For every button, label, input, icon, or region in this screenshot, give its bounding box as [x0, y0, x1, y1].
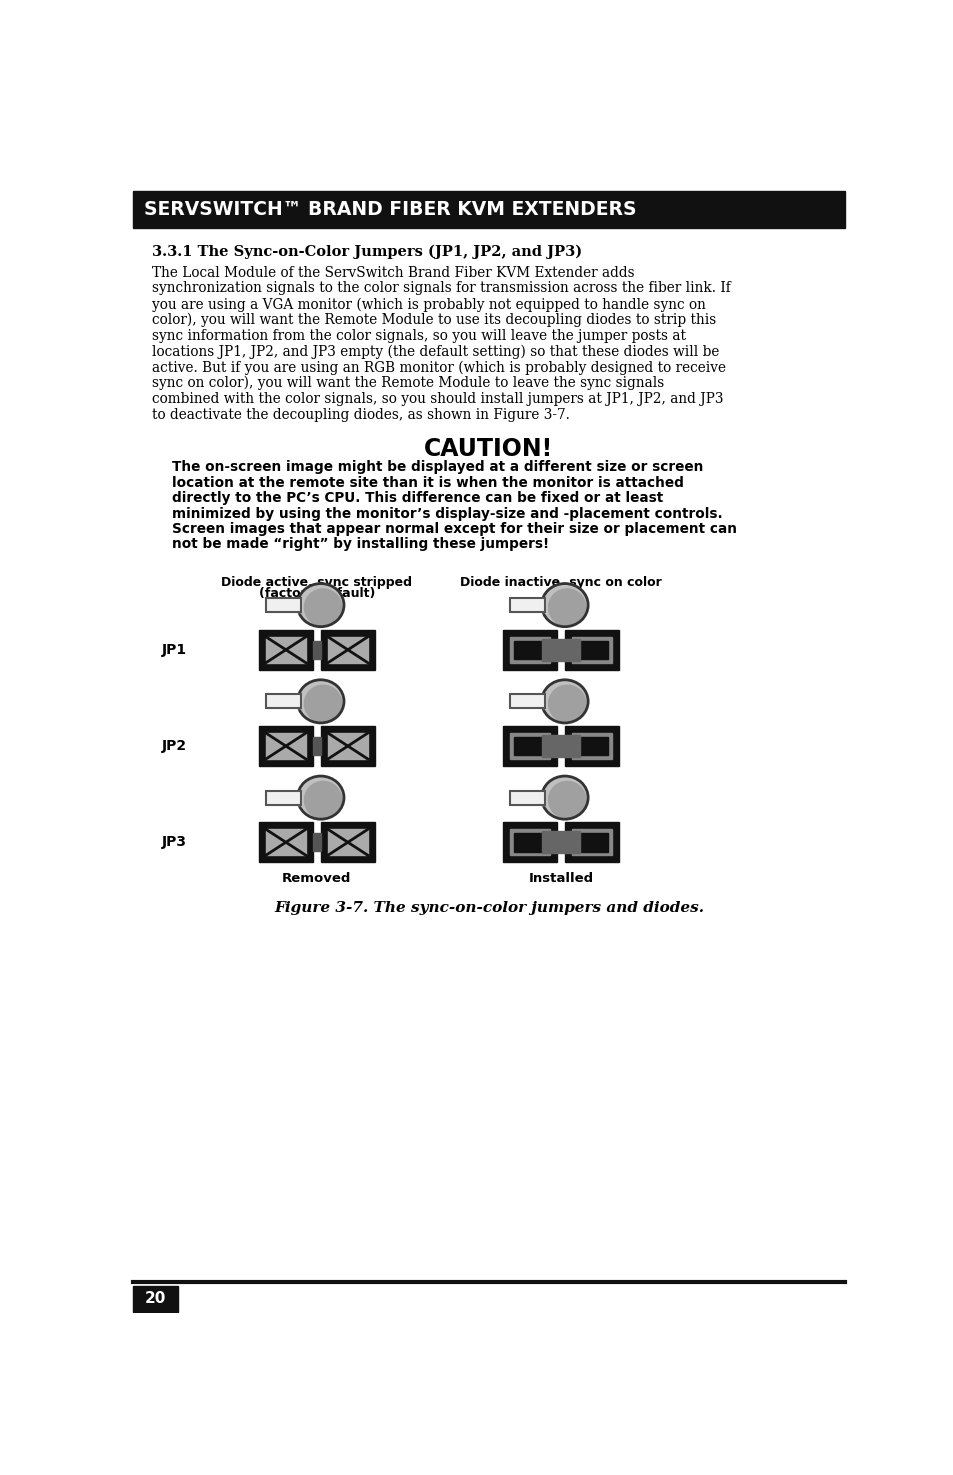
Bar — [328, 829, 368, 855]
Bar — [509, 733, 550, 760]
Bar — [266, 829, 306, 855]
Bar — [571, 829, 612, 855]
Bar — [320, 630, 375, 670]
Text: you are using a VGA monitor (which is probably not equipped to handle sync on: you are using a VGA monitor (which is pr… — [152, 296, 705, 311]
Bar — [266, 637, 306, 662]
Bar — [258, 726, 313, 766]
Text: not be made “right” by installing these jumpers!: not be made “right” by installing these … — [172, 537, 549, 552]
Bar — [513, 833, 546, 851]
Bar — [502, 822, 557, 863]
Bar — [328, 733, 368, 760]
Bar — [575, 640, 608, 659]
Bar — [564, 726, 618, 766]
Ellipse shape — [541, 776, 587, 819]
Text: synchronization signals to the color signals for transmission across the fiber l: synchronization signals to the color sig… — [152, 282, 730, 295]
Bar — [313, 833, 320, 851]
Text: to deactivate the decoupling diodes, as shown in Figure 3-7.: to deactivate the decoupling diodes, as … — [152, 407, 569, 422]
Bar — [541, 832, 579, 854]
Bar — [320, 726, 375, 766]
Bar — [509, 695, 544, 708]
Text: sync on color), you will want the Remote Module to leave the sync signals: sync on color), you will want the Remote… — [152, 376, 663, 391]
Bar — [266, 791, 300, 804]
Bar — [571, 733, 612, 760]
Bar — [313, 640, 320, 659]
Text: CAUTION!: CAUTION! — [424, 437, 553, 462]
Bar — [502, 726, 557, 766]
Bar — [541, 735, 579, 757]
Bar — [513, 738, 546, 755]
Ellipse shape — [304, 589, 341, 625]
Bar — [509, 599, 544, 612]
Text: directly to the PC’s CPU. This difference can be fixed or at least: directly to the PC’s CPU. This differenc… — [172, 491, 662, 504]
Text: JP2: JP2 — [162, 739, 187, 754]
Text: (factory default): (factory default) — [258, 587, 375, 600]
Bar — [571, 637, 612, 662]
Bar — [313, 738, 320, 755]
Text: Figure 3-7. The sync-on-color jumpers and diodes.: Figure 3-7. The sync-on-color jumpers an… — [274, 901, 703, 914]
Text: 20: 20 — [145, 1292, 166, 1307]
Bar — [266, 695, 300, 708]
Bar — [513, 640, 546, 659]
Bar — [575, 738, 608, 755]
Bar — [133, 190, 843, 227]
Bar — [258, 822, 313, 863]
Bar — [509, 695, 544, 708]
Ellipse shape — [297, 584, 344, 627]
Bar — [266, 733, 306, 760]
Text: SERVSWITCH™ BRAND FIBER KVM EXTENDERS: SERVSWITCH™ BRAND FIBER KVM EXTENDERS — [144, 199, 636, 218]
Text: The Local Module of the ServSwitch Brand Fiber KVM Extender adds: The Local Module of the ServSwitch Brand… — [152, 266, 634, 280]
Bar — [509, 791, 544, 804]
Text: JP1: JP1 — [162, 643, 187, 656]
Ellipse shape — [297, 776, 344, 819]
Text: combined with the color signals, so you should install jumpers at JP1, JP2, and : combined with the color signals, so you … — [152, 392, 722, 406]
Text: location at the remote site than it is when the monitor is attached: location at the remote site than it is w… — [172, 476, 683, 490]
Ellipse shape — [548, 589, 585, 625]
Bar — [320, 822, 375, 863]
Ellipse shape — [304, 782, 341, 819]
Text: The on-screen image might be displayed at a different size or screen: The on-screen image might be displayed a… — [172, 460, 702, 475]
Bar — [509, 791, 544, 804]
Bar — [266, 599, 300, 612]
Ellipse shape — [548, 686, 585, 723]
Text: locations JP1, JP2, and JP3 empty (the default setting) so that these diodes wil: locations JP1, JP2, and JP3 empty (the d… — [152, 345, 719, 358]
Bar — [133, 1286, 178, 1311]
Bar — [509, 637, 550, 662]
Bar — [266, 599, 300, 612]
Text: 3.3.1 The Sync-on-Color Jumpers (JP1, JP2, and JP3): 3.3.1 The Sync-on-Color Jumpers (JP1, JP… — [152, 245, 581, 260]
Ellipse shape — [548, 782, 585, 819]
Text: minimized by using the monitor’s display-size and -placement controls.: minimized by using the monitor’s display… — [172, 506, 721, 521]
Bar — [502, 630, 557, 670]
Bar — [564, 630, 618, 670]
Text: Diode inactive, sync on color: Diode inactive, sync on color — [459, 575, 661, 589]
Bar — [266, 791, 300, 804]
Text: sync information from the color signals, so you will leave the jumper posts at: sync information from the color signals,… — [152, 329, 685, 342]
Bar — [541, 639, 579, 661]
Bar — [258, 630, 313, 670]
Text: Removed: Removed — [282, 872, 352, 885]
Bar — [575, 833, 608, 851]
Text: Diode active, sync stripped: Diode active, sync stripped — [221, 575, 412, 589]
Bar — [509, 599, 544, 612]
Text: JP3: JP3 — [162, 835, 187, 850]
Ellipse shape — [541, 584, 587, 627]
Text: Installed: Installed — [528, 872, 593, 885]
Bar — [564, 822, 618, 863]
Bar — [266, 695, 300, 708]
Bar — [509, 829, 550, 855]
Ellipse shape — [304, 686, 341, 723]
Ellipse shape — [297, 680, 344, 723]
Bar — [328, 637, 368, 662]
Ellipse shape — [541, 680, 587, 723]
Text: color), you will want the Remote Module to use its decoupling diodes to strip th: color), you will want the Remote Module … — [152, 313, 716, 327]
Text: active. But if you are using an RGB monitor (which is probably designed to recei: active. But if you are using an RGB moni… — [152, 360, 725, 375]
Text: Screen images that appear normal except for their size or placement can: Screen images that appear normal except … — [172, 522, 736, 535]
